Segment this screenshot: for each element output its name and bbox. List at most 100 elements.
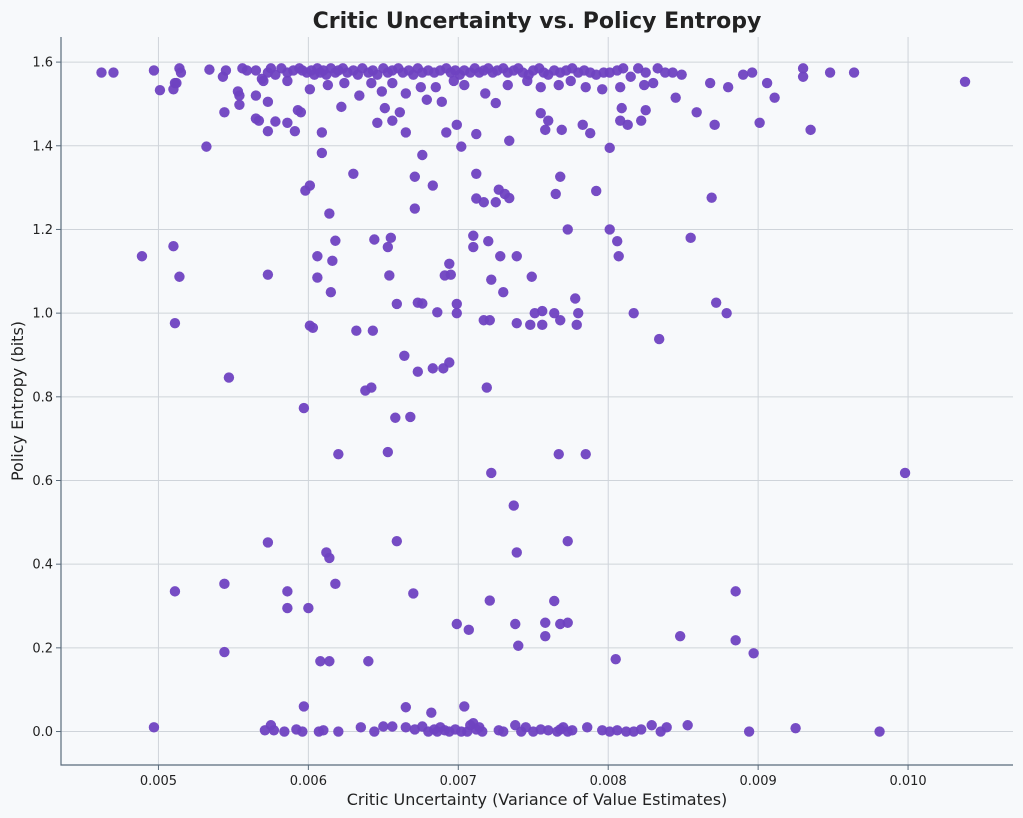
scatter-point	[262, 125, 274, 137]
scatter-point	[219, 107, 230, 118]
scatter-point	[537, 305, 548, 317]
scatter-point	[394, 107, 406, 118]
scatter-point	[571, 319, 582, 331]
scatter-point	[436, 96, 447, 108]
scatter-point	[612, 235, 623, 247]
scatter-point	[154, 84, 166, 96]
scatter-point	[555, 171, 566, 182]
scatter-point	[622, 119, 633, 131]
scatter-point	[498, 287, 509, 298]
scatter-point	[540, 630, 551, 642]
scatter-point	[366, 77, 377, 89]
y-tick-label: 1.2	[32, 223, 53, 238]
scatter-point	[604, 224, 615, 235]
scatter-point	[108, 67, 119, 78]
scatter-point	[535, 82, 546, 93]
scatter-point	[169, 586, 181, 597]
scatter-point	[612, 725, 623, 736]
scatter-point	[441, 127, 452, 138]
plot-area	[61, 37, 1013, 765]
scatter-point	[330, 578, 341, 590]
scatter-point	[201, 141, 212, 152]
scatter-point	[354, 90, 365, 101]
scatter-point	[591, 185, 602, 197]
scatter-point	[387, 115, 398, 126]
scatter-point	[318, 725, 329, 736]
scatter-point	[468, 230, 479, 241]
scatter-point	[330, 235, 341, 246]
scatter-point	[722, 82, 734, 93]
scatter-point	[250, 65, 262, 76]
scatter-point	[754, 117, 765, 128]
scatter-point	[148, 722, 160, 733]
scatter-point	[279, 726, 290, 737]
scatter-point	[540, 124, 551, 136]
scatter-point	[508, 500, 519, 511]
scatter-point	[495, 251, 506, 262]
scatter-point	[636, 724, 647, 735]
scatter-point	[636, 115, 647, 126]
scatter-point	[459, 701, 470, 712]
scatter-point	[640, 67, 651, 78]
scatter-point	[553, 448, 564, 460]
scatter-point	[379, 102, 391, 114]
scatter-point	[743, 726, 755, 737]
scatter-point	[691, 107, 702, 118]
scatter-point	[427, 180, 438, 191]
scatter-point	[621, 726, 632, 737]
scatter-point	[682, 720, 693, 731]
scatter-point	[498, 726, 509, 737]
scatter-point	[824, 67, 836, 78]
scatter-point	[537, 319, 548, 331]
scatter-point	[387, 721, 398, 732]
y-tick-label: 1.6	[32, 56, 53, 71]
scatter-point	[459, 79, 470, 91]
scatter-point	[746, 67, 758, 78]
scatter-point	[234, 90, 245, 101]
scatter-point	[615, 82, 626, 93]
scatter-point	[463, 624, 474, 636]
scatter-point	[580, 82, 591, 93]
scatter-point	[610, 653, 621, 665]
scatter-point	[250, 90, 262, 101]
scatter-point	[730, 635, 741, 646]
x-tick-label: 0.010	[889, 774, 926, 789]
scatter-point	[348, 168, 359, 180]
scatter-point	[369, 234, 380, 245]
scatter-point	[148, 65, 160, 76]
scatter-point	[704, 77, 716, 89]
scatter-point	[478, 197, 489, 208]
x-tick-label: 0.007	[440, 774, 477, 789]
x-axis-ticks: 0.005 0.006 0.007 0.008 0.009 0.010	[140, 765, 927, 789]
scatter-point	[234, 99, 245, 110]
scatter-point	[391, 535, 403, 547]
scatter-point	[848, 67, 860, 78]
scatter-point	[256, 73, 268, 85]
scatter-point	[409, 171, 421, 182]
scatter-point	[638, 79, 650, 91]
scatter-point	[486, 274, 497, 285]
scatter-point	[325, 287, 337, 298]
scatter-point	[312, 251, 323, 262]
scatter-point	[504, 135, 515, 146]
scatter-point	[513, 640, 524, 651]
scatter-point	[797, 63, 809, 74]
scatter-point	[490, 197, 501, 208]
y-tick-label: 0.6	[32, 474, 53, 489]
scatter-point	[618, 63, 629, 74]
scatter-point	[369, 726, 380, 737]
scatter-point	[400, 88, 412, 99]
chart-title: Critic Uncertainty vs. Policy Entropy	[313, 9, 762, 34]
scatter-point	[382, 241, 394, 253]
scatter-point	[604, 142, 615, 154]
scatter-point	[451, 298, 462, 310]
scatter-point	[96, 67, 107, 78]
scatter-point	[417, 149, 428, 161]
scatter-point	[562, 535, 573, 547]
scatter-point	[270, 116, 281, 127]
scatter-point	[444, 258, 455, 269]
scatter-point	[400, 127, 412, 138]
scatter-point	[219, 646, 230, 658]
scatter-point	[721, 307, 732, 319]
scatter-point	[580, 448, 591, 460]
